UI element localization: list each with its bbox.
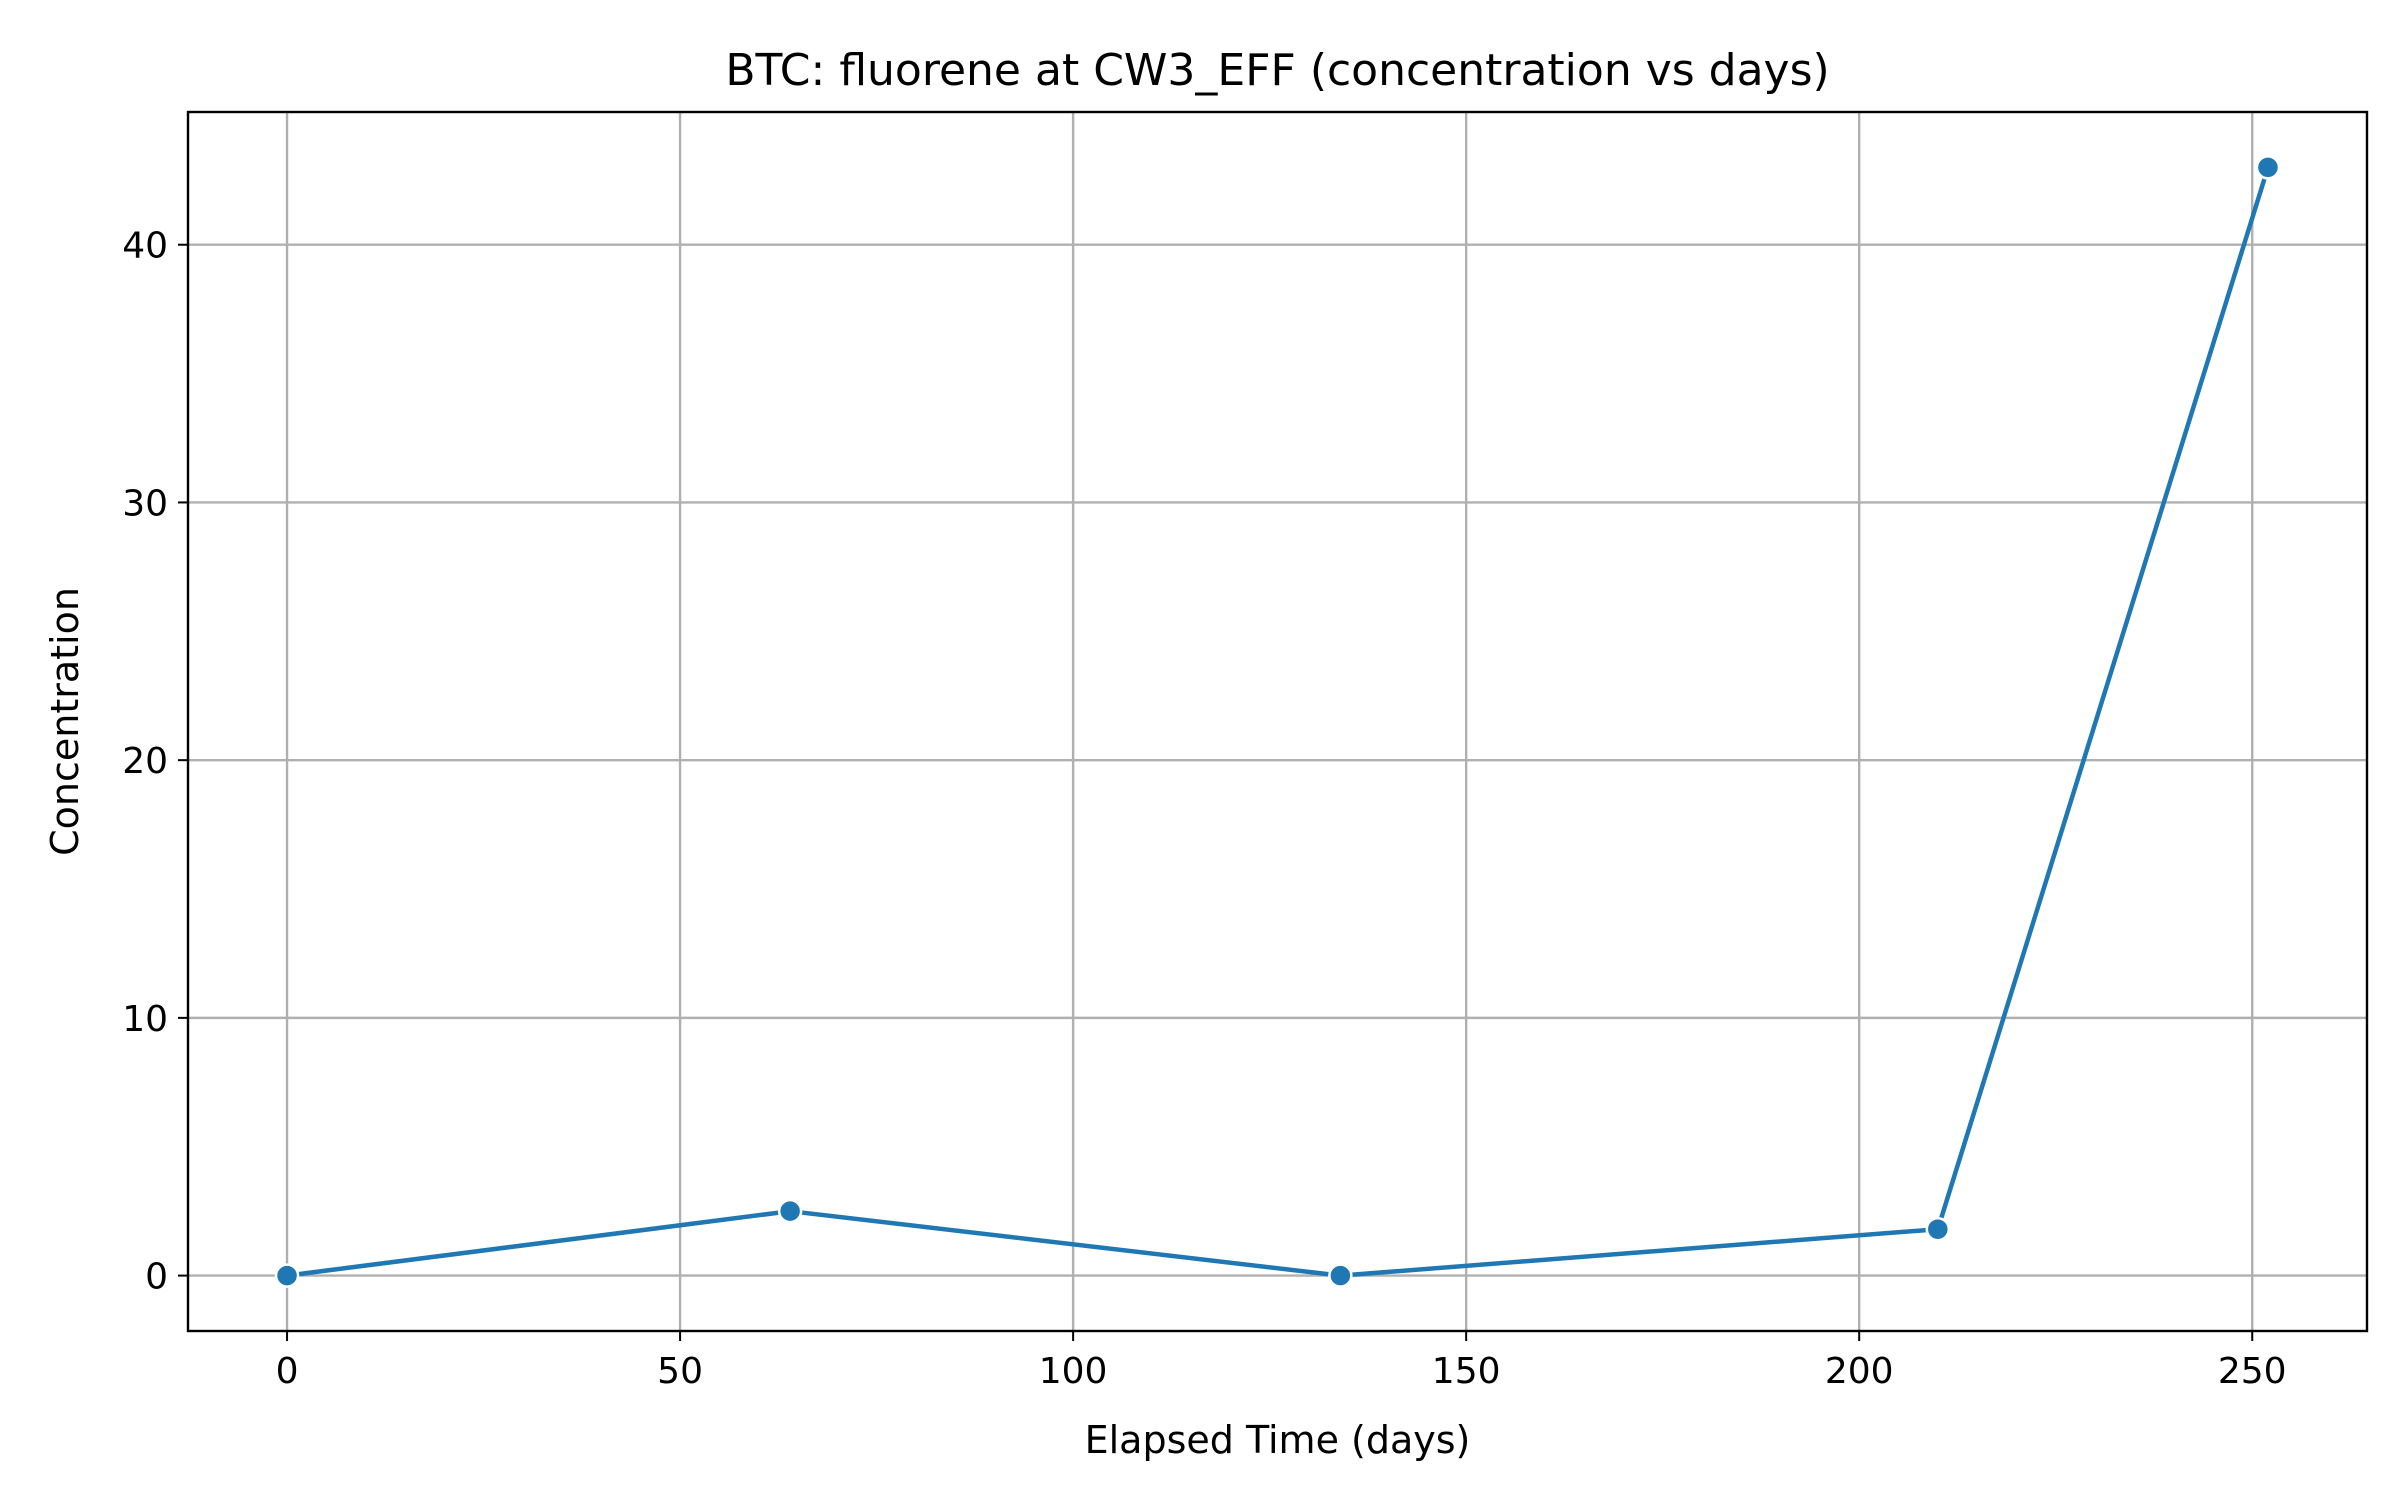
data-point [2255, 155, 2281, 180]
data-point [777, 1198, 803, 1224]
x-tick-label: 0 [276, 1351, 299, 1392]
y-tick-label: 20 [122, 741, 168, 782]
y-tick-label: 10 [122, 999, 168, 1040]
x-tick-label: 50 [657, 1351, 703, 1392]
axis-ticks: 0 50 100 150 200 250 0 10 20 30 40 [122, 226, 2286, 1392]
plot-frame [186, 110, 2369, 1333]
x-tick-label: 100 [1039, 1351, 1108, 1392]
x-tick-label: 250 [2218, 1351, 2287, 1392]
data-point [274, 1263, 300, 1288]
y-axis-label: Concentration [43, 587, 87, 856]
y-tick-label: 30 [122, 483, 168, 524]
x-tick-label: 150 [1432, 1351, 1501, 1392]
data-point [1328, 1263, 1353, 1288]
y-tick-label: 40 [122, 226, 168, 267]
chart-title: BTC: fluorene at CW3_EFF (concentration … [725, 45, 1829, 96]
series-layer [274, 155, 2281, 1288]
x-tick-label: 200 [1825, 1351, 1894, 1392]
grid [188, 112, 2367, 1331]
y-tick-label: 0 [145, 1257, 168, 1298]
data-point [1925, 1216, 1951, 1242]
x-axis-label: Elapsed Time (days) [1085, 1418, 1471, 1462]
